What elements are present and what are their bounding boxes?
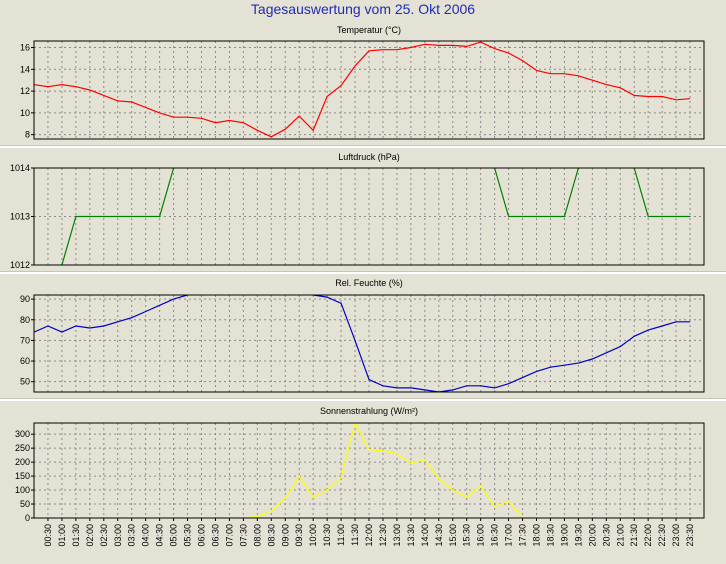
x-tick-label: 09:30 [294,524,304,547]
x-tick-label: 02:00 [85,524,95,547]
x-tick-label: 00:30 [43,524,53,547]
y-tick-label: 200 [15,457,30,467]
x-tick-label: 06:30 [210,524,220,547]
y-tick-label: 8 [25,130,30,140]
y-tick-label: 150 [15,471,30,481]
x-tick-label: 12:00 [364,524,374,547]
y-tick-label: 90 [20,294,30,304]
x-tick-label: 20:30 [601,524,611,547]
plot-area [34,41,704,139]
x-tick-label: 04:30 [155,524,165,547]
panel-title: Sonnenstrahlung (W/m²) [320,406,418,416]
x-tick-label: 17:30 [518,524,528,547]
x-tick-label: 01:00 [57,524,67,547]
x-tick-label: 16:00 [476,524,486,547]
x-tick-label: 13:00 [392,524,402,547]
series-line [61,168,690,265]
x-tick-label: 16:30 [490,524,500,547]
y-tick-label: 1012 [10,260,30,270]
plot-frame [33,294,705,393]
x-tick-label: 08:00 [252,524,262,547]
x-tick-label: 22:00 [643,524,653,547]
y-tick-label: 14 [20,64,30,74]
x-tick-label: 22:30 [657,524,667,547]
x-tick-label: 14:00 [420,524,430,547]
y-tick-label: 50 [20,499,30,509]
panel-title: Luftdruck (hPa) [338,152,400,162]
x-tick-label: 10:00 [308,524,318,547]
x-tick-label: 08:30 [266,524,276,547]
x-tick-label: 15:00 [448,524,458,547]
chart-title: Tagesauswertung vom 25. Okt 2006 [250,1,476,17]
y-tick-label: 100 [15,485,30,495]
y-tick-label: 0 [25,513,30,523]
y-tick-label: 12 [20,86,30,96]
plot-frame [33,40,705,140]
y-tick-label: 10 [20,108,30,118]
x-tick-label: 15:30 [462,524,472,547]
panel-3: 50 60 70 80 90 Rel. Feuchte (%) [20,278,705,393]
series-line [34,295,690,392]
panel-title: Temperatur (°C) [337,25,401,35]
x-axis: 00:30 01:00 01:30 02:00 02:30 03:00 03:30 04:00… [43,518,695,547]
series-line [34,41,691,138]
x-tick-label: 19:30 [573,524,583,547]
x-tick-label: 07:30 [238,524,248,547]
x-tick-label: 10:30 [322,524,332,547]
y-tick-label: 80 [20,315,30,325]
y-tick-label: 250 [15,443,30,453]
y-tick-label: 50 [20,377,30,387]
x-tick-label: 05:30 [183,524,193,547]
x-tick-label: 07:00 [224,524,234,547]
x-tick-label: 11:30 [350,524,360,546]
x-tick-label: 12:30 [378,524,388,547]
x-tick-label: 13:30 [406,524,416,547]
panel-4: 0 50 100 150 200 250 300 Sonnenstrahlung (W/m²) [15,406,705,523]
plot-frame [33,167,705,266]
x-tick-label: 21:00 [615,524,625,547]
x-tick-label: 20:00 [587,524,597,547]
y-tick-label: 60 [20,356,30,366]
panel-1: 8 10 12 14 16 Temperatur (°C) [20,25,705,140]
plot-area [34,295,704,392]
x-tick-label: 03:00 [113,524,123,547]
x-tick-label: 06:00 [197,524,207,547]
y-tick-label: 16 [20,43,30,53]
x-tick-label: 18:30 [545,524,555,547]
x-tick-label: 02:30 [99,524,109,547]
x-tick-label: 05:00 [169,524,179,547]
x-tick-label: 03:30 [127,524,137,547]
x-tick-label: 09:00 [280,524,290,547]
y-tick-label: 1014 [10,163,30,173]
x-tick-label: 14:30 [434,524,444,547]
y-tick-label: 70 [20,335,30,345]
x-tick-label: 04:00 [141,524,151,547]
x-tick-label: 21:30 [629,524,639,547]
panel-title: Rel. Feuchte (%) [335,278,403,288]
y-tick-label: 1013 [10,212,30,222]
series-line [229,423,537,518]
x-tick-label: 11:00 [336,524,346,546]
y-tick-label: 300 [15,429,30,439]
panel-2: 1012 1013 1014 Luftdruck (hPa) [10,152,705,270]
x-tick-label: 23:00 [671,524,681,547]
x-tick-label: 18:00 [532,524,542,547]
x-tick-label: 19:00 [559,524,569,547]
x-tick-label: 01:30 [71,524,81,547]
x-tick-label: 17:00 [504,524,514,547]
x-tick-label: 23:30 [685,524,695,547]
